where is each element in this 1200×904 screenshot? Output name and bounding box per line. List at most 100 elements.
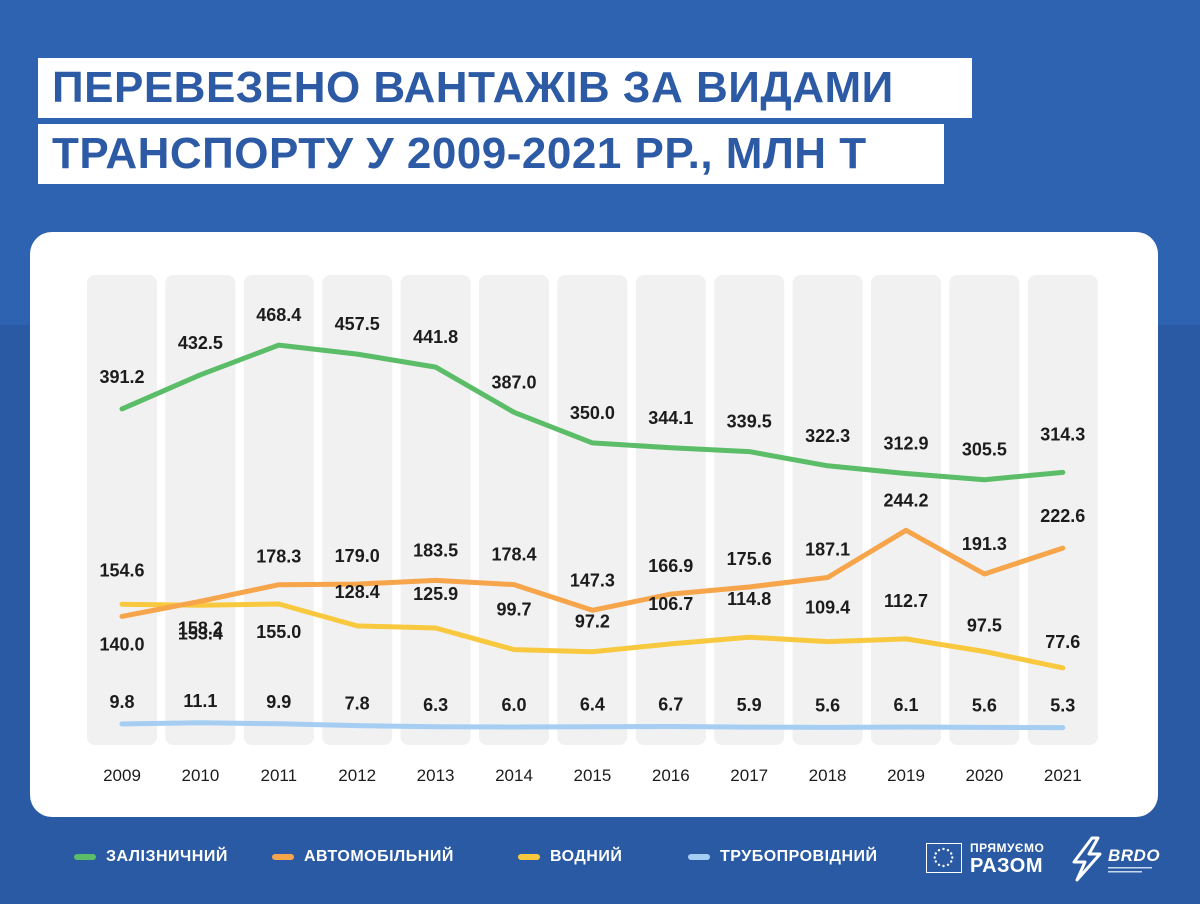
- data-label-s1-2021: 222.6: [1040, 506, 1085, 526]
- x-tick-label-2016: 2016: [652, 766, 690, 785]
- data-label-s3-2016: 6.7: [658, 694, 683, 714]
- x-tick-label-2019: 2019: [887, 766, 925, 785]
- data-label-s0-2009: 391.2: [99, 367, 144, 387]
- data-label-s3-2014: 6.0: [501, 695, 526, 715]
- legend-label-auto: АВТОМОБІЛЬНИЙ: [304, 848, 454, 865]
- data-label-s0-2021: 314.3: [1040, 424, 1085, 444]
- partner-logo-big: РАЗОМ: [970, 855, 1044, 877]
- series-line-0: [119, 342, 1066, 483]
- data-label-s3-2009: 9.8: [109, 692, 134, 712]
- legend-item-pipeline: ТРУБОПРОВІДНИЙ: [688, 846, 878, 868]
- year-column-2009: [87, 275, 157, 745]
- data-label-s2-2021: 77.6: [1045, 632, 1080, 652]
- x-tick-label-2017: 2017: [730, 766, 768, 785]
- data-label-s2-2019: 112.7: [884, 591, 928, 611]
- legend-item-auto: АВТОМОБІЛЬНИЙ: [272, 846, 454, 868]
- data-label-s3-2010: 11.1: [183, 691, 217, 711]
- eu-flag-icon: [926, 843, 962, 873]
- data-label-s1-2010: 158.2: [178, 618, 223, 638]
- data-label-s0-2010: 432.5: [178, 333, 223, 353]
- data-label-s1-2015: 147.3: [570, 570, 615, 590]
- x-tick-label-2013: 2013: [417, 766, 455, 785]
- legend-label-water: ВОДНИЙ: [550, 848, 623, 865]
- data-label-s3-2017: 5.9: [737, 695, 762, 715]
- data-label-s3-2021: 5.3: [1050, 696, 1075, 716]
- year-column-2012: [322, 275, 393, 745]
- data-label-s2-2011: 155.0: [256, 622, 301, 642]
- data-label-s3-2013: 6.3: [423, 695, 448, 715]
- data-label-s0-2013: 441.8: [413, 327, 458, 347]
- data-label-s2-2020: 97.5: [967, 615, 1002, 635]
- data-label-s1-2014: 178.4: [491, 545, 536, 565]
- year-column-2010: [165, 275, 236, 745]
- x-tick-label-2020: 2020: [965, 766, 1003, 785]
- data-label-s2-2012: 128.4: [335, 582, 380, 602]
- data-label-s2-2010: 153.4: [178, 623, 223, 643]
- page-title-line-2: ТРАНСПОРТУ У 2009-2021 РР., МЛН Т: [38, 124, 944, 184]
- x-tick-label-2018: 2018: [809, 766, 847, 785]
- x-tick-label-2009: 2009: [103, 766, 141, 785]
- data-label-s3-2015: 6.4: [580, 695, 605, 715]
- legend-label-rail: ЗАЛІЗНИЧНИЙ: [106, 848, 228, 865]
- x-tick-label-2015: 2015: [573, 766, 611, 785]
- data-label-s1-2009: 140.0: [99, 634, 144, 654]
- year-column-2017: [714, 275, 785, 745]
- year-column-2019: [871, 275, 941, 745]
- data-label-s2-2015: 97.2: [575, 612, 610, 632]
- data-label-s0-2017: 339.5: [727, 412, 772, 432]
- year-column-2016: [635, 275, 706, 745]
- year-column-2020: [949, 275, 1020, 745]
- data-label-s1-2019: 244.2: [883, 490, 928, 510]
- data-label-s3-2012: 7.8: [345, 694, 370, 714]
- data-label-s0-2020: 305.5: [962, 440, 1007, 460]
- data-label-s1-2020: 191.3: [962, 534, 1007, 554]
- partner-logo: ПРЯМУЄМО РАЗОМ: [970, 841, 1045, 878]
- x-tick-label-2021: 2021: [1044, 766, 1082, 785]
- series-line-2: [119, 601, 1066, 671]
- brdo-lightning-icon: [1072, 836, 1102, 882]
- year-column-2011: [243, 275, 314, 745]
- data-label-s1-2013: 183.5: [413, 540, 458, 560]
- data-label-s1-2016: 166.9: [648, 556, 693, 576]
- data-label-s3-2018: 5.6: [815, 695, 840, 715]
- data-label-s0-2019: 312.9: [883, 434, 928, 454]
- data-label-s0-2016: 344.1: [648, 408, 693, 428]
- x-tick-label-2011: 2011: [261, 766, 298, 785]
- data-label-s3-2011: 9.9: [266, 692, 291, 712]
- data-label-s2-2013: 125.9: [413, 584, 458, 604]
- brdo-logo-caption: [1108, 867, 1152, 873]
- data-label-s3-2020: 5.6: [972, 695, 997, 715]
- brdo-logo-text: BRDO: [1108, 846, 1161, 865]
- year-column-2018: [792, 275, 863, 745]
- data-label-s1-2017: 175.6: [727, 549, 772, 569]
- data-label-s1-2011: 178.3: [256, 547, 301, 567]
- data-label-s2-2014: 99.7: [496, 600, 531, 620]
- data-label-s2-2018: 109.4: [805, 598, 850, 618]
- legend-swatch-auto: [272, 854, 294, 860]
- series-line-3: [119, 720, 1066, 731]
- data-label-s0-2015: 350.0: [570, 403, 615, 423]
- data-label-s2-2016: 106.7: [648, 594, 693, 614]
- year-column-2015: [557, 275, 628, 745]
- data-label-s0-2011: 468.4: [256, 305, 301, 325]
- x-tick-label-2014: 2014: [495, 766, 533, 785]
- series-line-1: [119, 527, 1066, 619]
- legend-swatch-pipeline: [688, 854, 710, 860]
- data-label-s0-2014: 387.0: [491, 372, 536, 392]
- data-label-s3-2019: 6.1: [893, 695, 918, 715]
- legend-item-water: ВОДНИЙ: [518, 846, 622, 868]
- data-label-s1-2018: 187.1: [805, 539, 850, 559]
- x-tick-label-2010: 2010: [181, 766, 219, 785]
- data-label-s2-2009: 154.6: [99, 560, 144, 580]
- data-label-s2-2017: 114.8: [727, 589, 771, 609]
- legend-swatch-water: [518, 854, 540, 860]
- legend-item-rail: ЗАЛІЗНИЧНИЙ: [74, 846, 228, 868]
- data-label-s0-2012: 457.5: [335, 314, 380, 334]
- page-title-line-1: ПЕРЕВЕЗЕНО ВАНТАЖІВ ЗА ВИДАМИ: [38, 58, 972, 118]
- partner-logo-small: ПРЯМУЄМО: [970, 841, 1045, 855]
- data-label-s1-2012: 179.0: [335, 546, 380, 566]
- data-label-s0-2018: 322.3: [805, 426, 850, 446]
- legend-label-pipeline: ТРУБОПРОВІДНИЙ: [720, 848, 878, 865]
- legend-swatch-rail: [74, 854, 96, 860]
